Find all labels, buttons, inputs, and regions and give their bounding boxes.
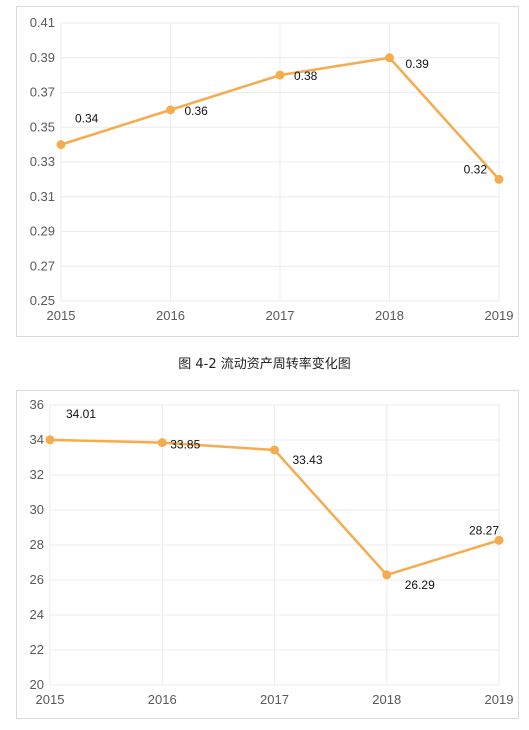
y-tick-label: 22 — [30, 642, 44, 657]
chart-2-plot: 20 22 24 26 28 30 32 34 36 2015 2016 2017 2018 2019 34… — [30, 397, 514, 707]
x-tick-label: 2016 — [148, 692, 177, 707]
y-tick-label: 0.29 — [30, 224, 55, 239]
chart-1-plot: 0.25 0.27 0.29 0.31 0.33 0.35 0.37 0.39 0.41 2015… — [30, 15, 514, 323]
figure-caption: 图 4-2 流动资产周转率变化图 — [178, 357, 351, 372]
data-label: 33.43 — [293, 453, 323, 467]
y-tick-label: 28 — [30, 537, 44, 552]
data-label: 0.39 — [406, 57, 430, 71]
y-tick-label: 0.27 — [30, 258, 55, 273]
x-tick-label: 2017 — [260, 692, 289, 707]
x-tick-label: 2016 — [156, 308, 185, 323]
x-tick-label: 2015 — [47, 308, 76, 323]
y-tick-label: 0.39 — [30, 50, 55, 65]
chart-2-container: 20 22 24 26 28 30 32 34 36 2015 2016 2017 2018 2019 34… — [16, 390, 519, 719]
data-point — [385, 53, 394, 63]
data-point — [275, 70, 285, 80]
data-label: 33.85 — [170, 438, 200, 452]
x-tick-label: 2019 — [485, 692, 514, 707]
data-label: 26.29 — [405, 578, 435, 592]
x-tick-label: 2015 — [36, 692, 65, 707]
data-point — [494, 535, 504, 545]
y-tick-label: 26 — [30, 572, 44, 587]
data-point — [157, 438, 167, 448]
x-tick-label: 2018 — [372, 692, 401, 707]
y-tick-label: 0.37 — [30, 85, 55, 100]
data-label: 0.36 — [185, 104, 209, 118]
data-label: 0.38 — [294, 69, 318, 83]
y-tick-label: 0.41 — [30, 15, 55, 30]
chart-1-container: 0.25 0.27 0.29 0.31 0.33 0.35 0.37 0.39 0.41 2015… — [16, 6, 519, 337]
y-tick-label: 0.35 — [30, 119, 55, 134]
y-tick-label: 0.33 — [30, 154, 55, 169]
x-tick-label: 2019 — [485, 308, 514, 323]
y-tick-label: 36 — [30, 397, 44, 412]
y-tick-label: 20 — [30, 677, 44, 692]
data-label: 0.32 — [464, 162, 488, 176]
y-tick-label: 24 — [30, 607, 44, 622]
data-label: 34.01 — [66, 407, 96, 421]
y-tick-label: 0.25 — [30, 293, 55, 308]
y-tick-label: 30 — [30, 502, 44, 517]
data-point — [166, 105, 175, 115]
data-point — [494, 174, 504, 184]
data-label: 0.34 — [75, 112, 99, 126]
x-tick-label: 2017 — [266, 308, 295, 323]
data-point — [382, 570, 392, 580]
data-point — [270, 445, 279, 455]
data-point — [45, 435, 55, 445]
y-tick-label: 32 — [30, 467, 44, 482]
y-tick-label: 0.31 — [30, 189, 55, 204]
x-tick-label: 2018 — [375, 308, 404, 323]
y-tick-label: 34 — [30, 432, 44, 447]
data-label: 28.27 — [469, 523, 499, 537]
data-point — [56, 140, 66, 150]
